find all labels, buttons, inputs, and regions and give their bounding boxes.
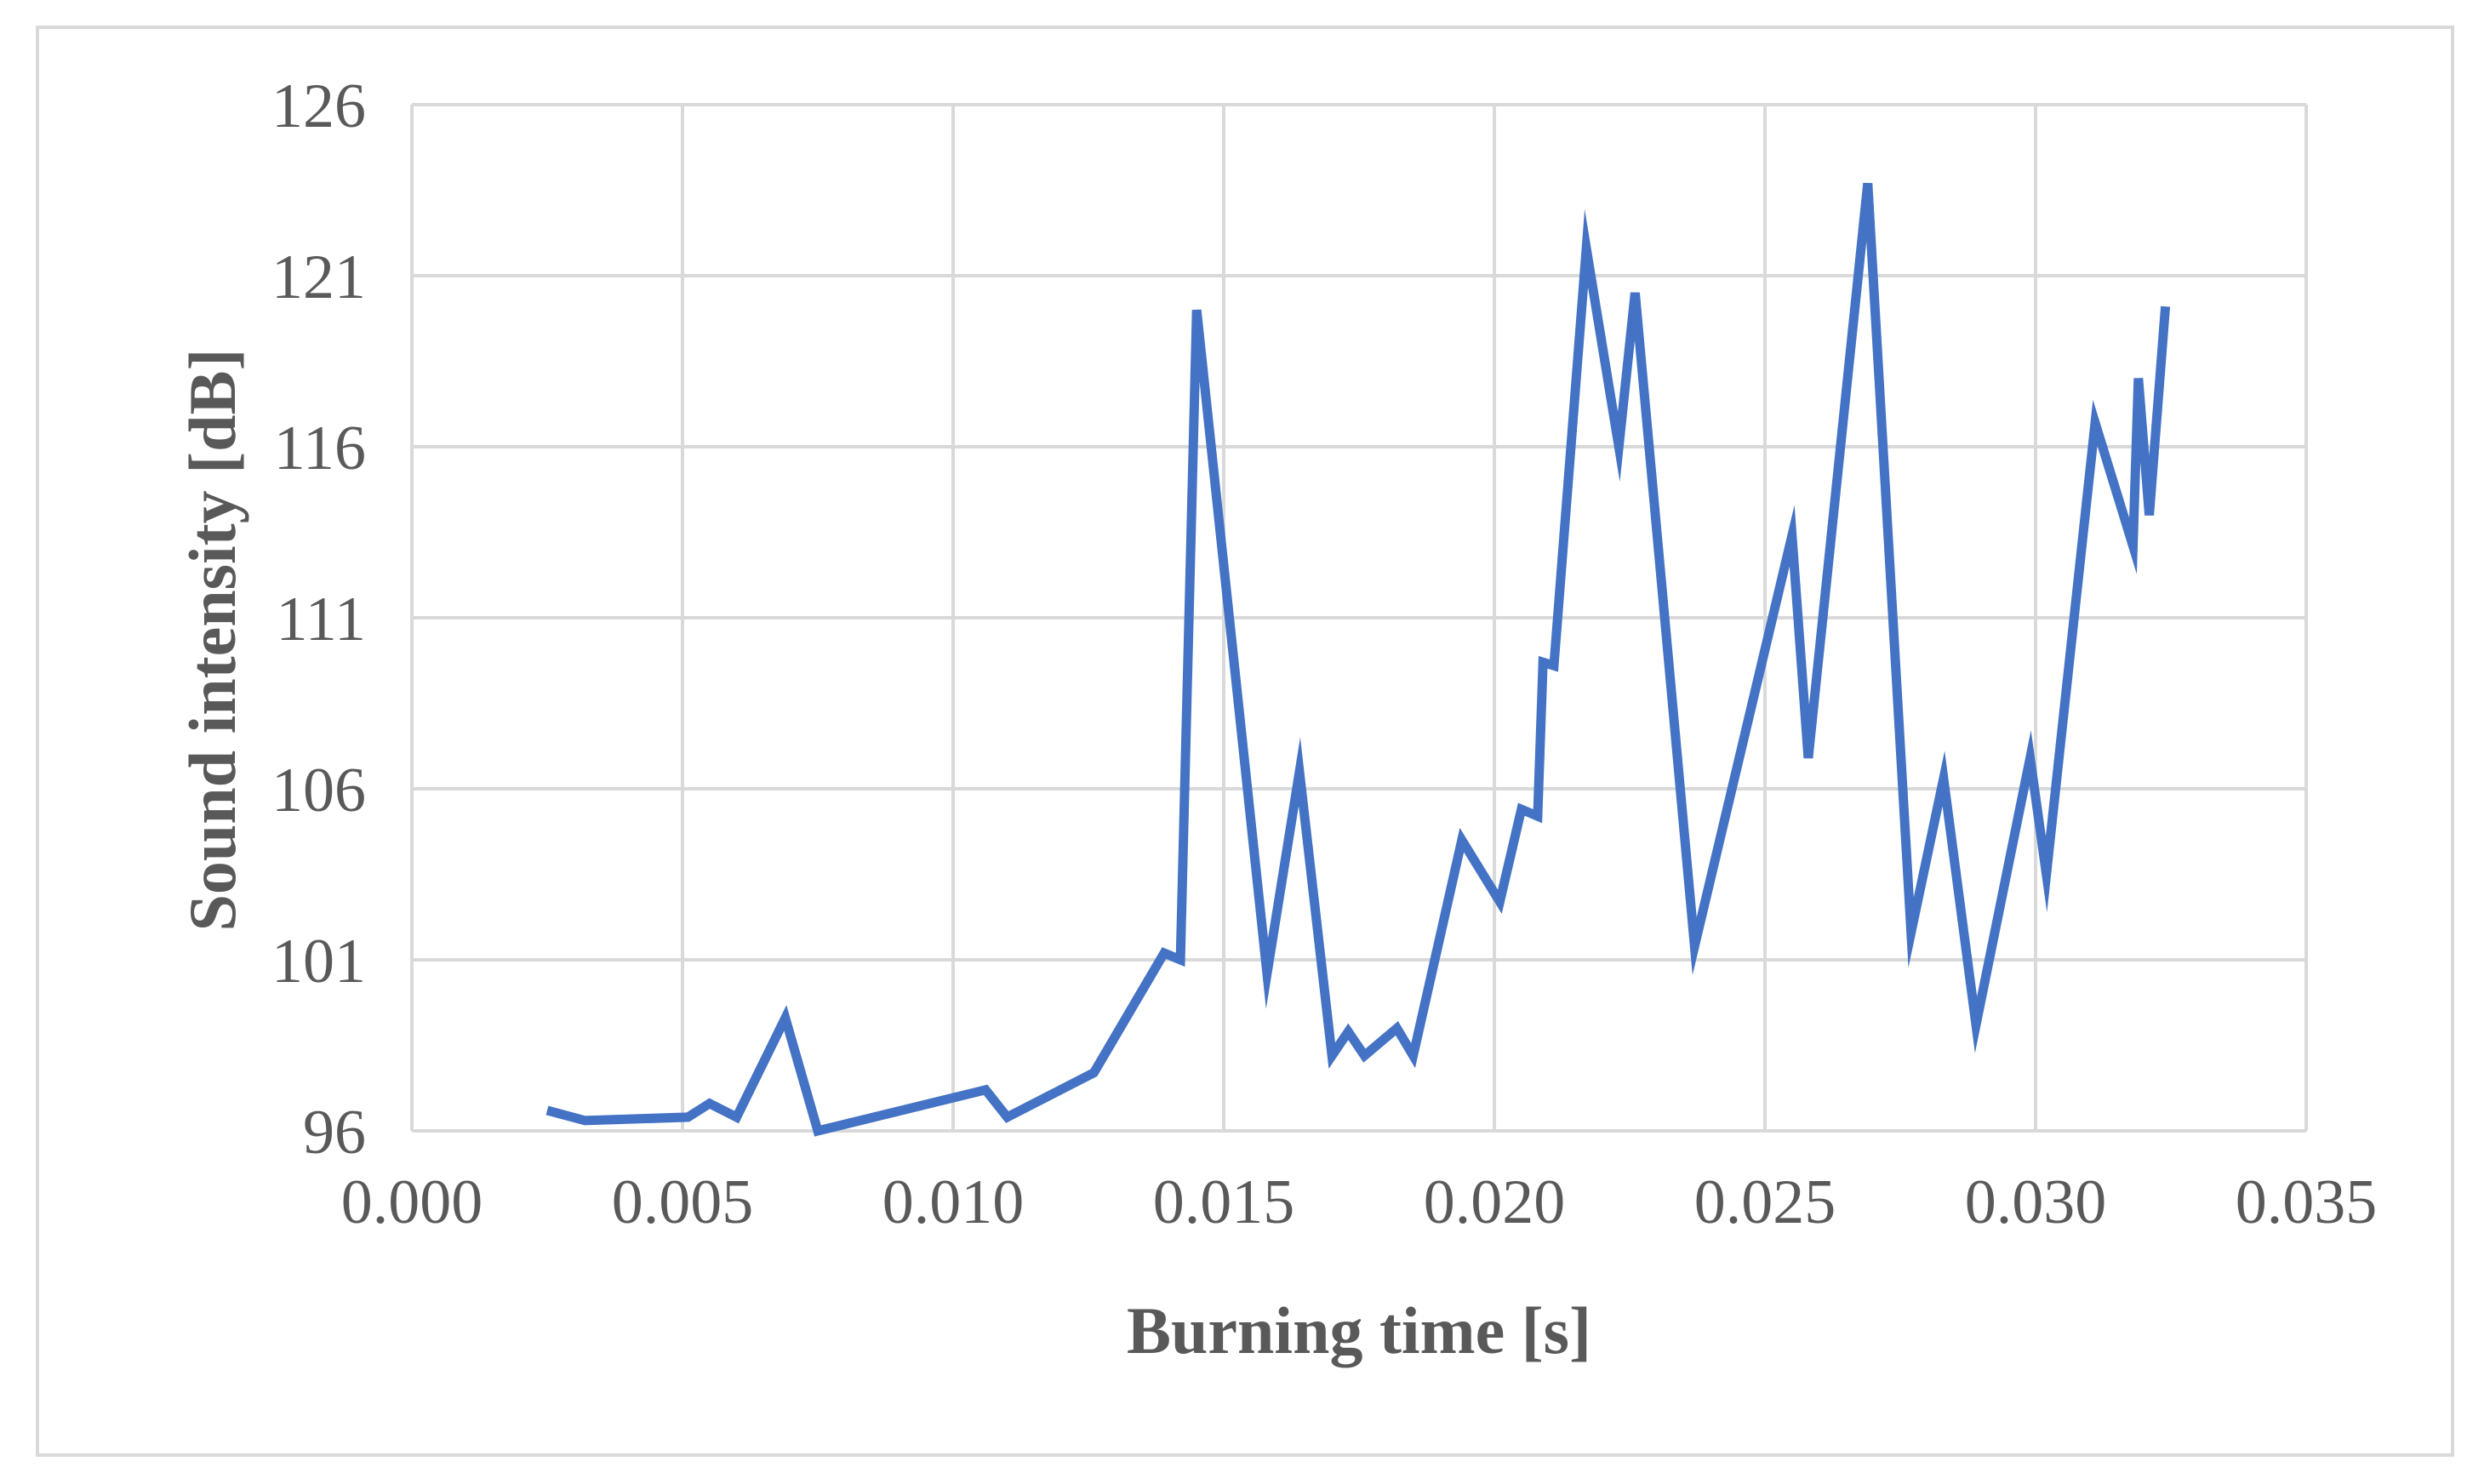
x-tick-label: 0.000 — [341, 1167, 483, 1237]
x-tick-label: 0.035 — [2236, 1167, 2378, 1237]
x-tick-label: 0.030 — [1965, 1167, 2107, 1237]
y-tick-label: 126 — [271, 71, 366, 141]
x-tick-label: 0.025 — [1694, 1167, 1836, 1237]
x-tick-label: 0.010 — [882, 1167, 1025, 1237]
y-tick-label: 106 — [271, 756, 366, 825]
y-tick-label: 96 — [303, 1098, 366, 1167]
series-layer — [545, 182, 2171, 1137]
y-tick-label: 111 — [276, 585, 366, 654]
y-tick-label: 121 — [271, 243, 366, 312]
chart-frame: 0.000 0.005 0.010 0.015 0.020 0.025 0.030 0.035… — [36, 26, 2454, 1457]
y-tick-label: 101 — [271, 927, 366, 996]
x-tick-label: 0.020 — [1424, 1167, 1566, 1237]
line-chart: 0.000 0.005 0.010 0.015 0.020 0.025 0.030 0.035… — [175, 71, 2377, 1367]
tick-labels: 0.000 0.005 0.010 0.015 0.020 0.025 0.030 0.035… — [271, 71, 2377, 1237]
x-tick-label: 0.005 — [612, 1167, 754, 1237]
y-tick-label: 116 — [274, 414, 366, 483]
x-axis-title: Burning time [s] — [1127, 1293, 1591, 1367]
series-line-0 — [545, 182, 2171, 1137]
y-axis-title: Sound intensity [dB] — [175, 349, 249, 932]
x-tick-label: 0.015 — [1153, 1167, 1295, 1237]
gridlines — [410, 103, 2308, 1133]
